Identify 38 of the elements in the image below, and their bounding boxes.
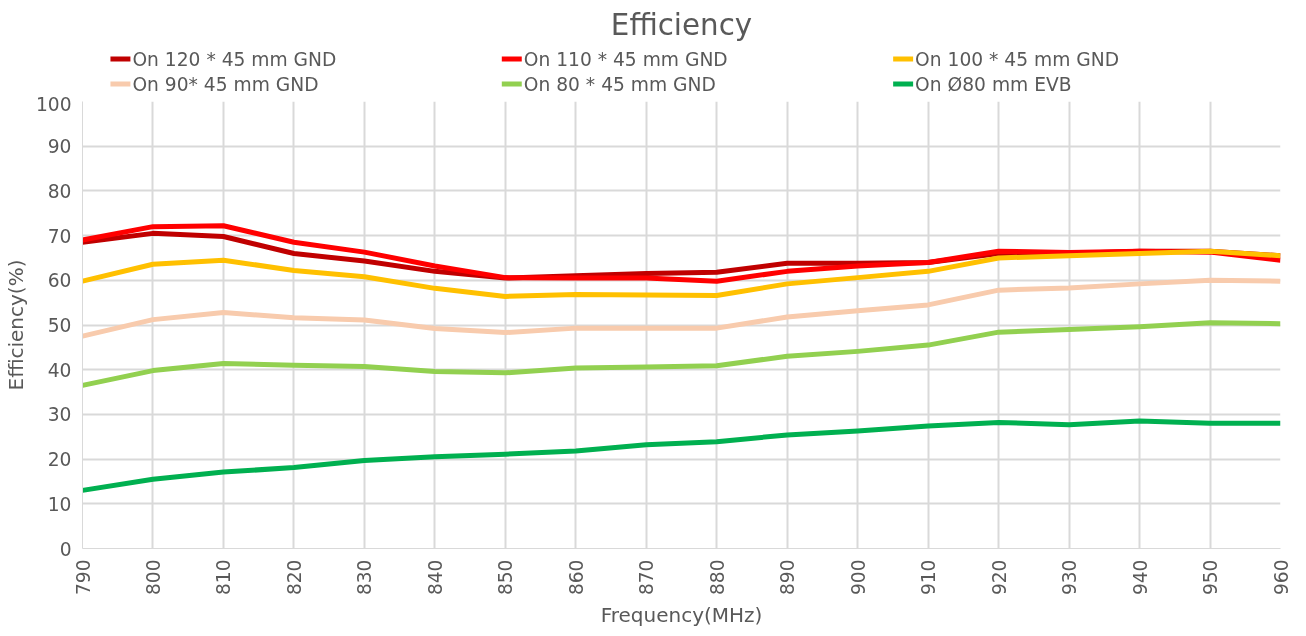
y-tick-label: 20	[47, 449, 72, 471]
x-tick-label: 910	[918, 559, 940, 596]
x-tick-label: 880	[706, 559, 728, 596]
x-tick-label: 940	[1129, 559, 1151, 596]
legend-label: On 90* 45 mm GND	[132, 73, 319, 95]
x-tick-label: 920	[988, 559, 1010, 596]
x-tick-label: 860	[565, 559, 587, 596]
y-tick-label: 70	[47, 225, 72, 247]
x-tick-label: 890	[777, 559, 799, 596]
x-axis-title: Frequency(MHz)	[600, 603, 763, 628]
legend-label: On 110 * 45 mm GND	[523, 48, 728, 70]
y-tick-label: 100	[35, 93, 72, 115]
x-tick-label: 830	[354, 559, 376, 596]
y-tick-label: 10	[47, 493, 72, 515]
x-tick-label: 800	[142, 559, 164, 596]
x-tick-label: 950	[1200, 559, 1222, 596]
x-tick-label: 960	[1270, 559, 1292, 596]
x-tick-label: 850	[495, 559, 517, 596]
x-tick-label: 810	[213, 559, 235, 596]
y-axis-title: Efficiency(%)	[3, 259, 28, 391]
x-tick-label: 820	[283, 559, 305, 596]
y-tick-label: 90	[47, 136, 72, 158]
legend-label: On Ø80 mm EVB	[915, 73, 1072, 95]
y-tick-label: 30	[47, 404, 72, 426]
y-tick-label: 80	[47, 180, 72, 202]
y-tick-label: 60	[47, 270, 72, 292]
chart-title: Efficiency	[610, 7, 753, 42]
x-tick-label: 790	[72, 559, 94, 596]
x-tick-label: 900	[847, 559, 869, 596]
x-tick-label: 930	[1059, 559, 1081, 596]
y-tick-label: 40	[47, 359, 72, 381]
x-tick-label: 840	[424, 559, 446, 596]
legend-label: On 80 * 45 mm GND	[523, 73, 716, 95]
legend-label: On 100 * 45 mm GND	[915, 48, 1120, 70]
y-tick-label: 50	[47, 315, 72, 336]
x-tick-label: 870	[636, 559, 658, 596]
legend-label: On 120 * 45 mm GND	[132, 48, 337, 70]
y-tick-label: 0	[59, 538, 72, 560]
